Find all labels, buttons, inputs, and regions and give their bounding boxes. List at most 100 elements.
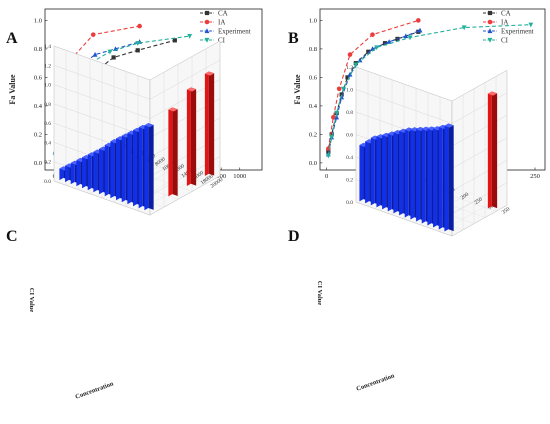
bar-blue-top-face [144,123,154,128]
bar-blue-front-face [127,130,132,205]
z-axis-label: CI Value [316,281,323,305]
z-tick-label: 1.2 [346,65,353,71]
data-point-experiment [347,71,353,77]
x-axis-label: Concentration [74,380,114,400]
z-gridline [53,40,221,81]
bar-blue-front-face [359,142,364,202]
bar-red-front-face [186,87,191,187]
z-tick-label: 0.4 [44,140,51,146]
bar-blue-front-face [87,152,92,191]
z-tick-label: 0.2 [44,160,51,166]
y-tick-label: 0.4 [309,103,318,110]
bar-blue-front-face [76,157,81,187]
bar-blue-front-face [393,130,398,214]
y-tick-label: 1.0 [34,18,42,25]
chart-c: 0.00.20.40.60.81.01.21.4CI Value02000400… [28,40,224,401]
data-point-ci [107,49,113,55]
bar-blue-front-face [404,127,409,218]
z-gridline [53,175,221,216]
y-tick-label: 0.4 [34,103,43,110]
data-point-ca [329,132,334,137]
bar-blue-front-face [93,149,98,193]
legend-label-experiment: Experiment [218,27,251,35]
legend-marker-ci [487,37,493,43]
data-point-ci [329,135,335,140]
bar-blue-front-face [376,134,381,208]
legend-marker-ci [204,37,210,43]
data-point-experiment [386,39,392,44]
data-point-ia [331,114,336,120]
data-point-ci [340,86,346,92]
bar-red [204,71,215,176]
data-point-ci [461,25,467,31]
bar-red [487,91,498,209]
bar-blue-front-face [70,160,75,185]
z-gridline [355,66,508,102]
z-tick-label: 0.6 [346,133,353,139]
z-tick-label: 1.0 [44,83,51,89]
z-tick-label: 0.0 [44,179,51,185]
data-point-ca [345,75,350,80]
bar-red-top-face [204,71,215,76]
x-tick-label: 900 [216,173,226,180]
bar-blue-front-face [365,139,370,204]
z-gridline [53,79,221,119]
z-axis-label: CI Value [28,288,35,312]
z-tick-label: 0.4 [346,155,353,161]
bar-blue-side-face [448,123,454,232]
bar-blue-front-face [370,135,375,206]
data-point-ci [374,45,380,51]
bar-red-side-face [491,91,498,209]
panel-letter-b: B [288,30,299,47]
y-tick-label: 0.0 [309,160,317,167]
legend-marker-ia [487,19,493,25]
bar-red-top-face [168,107,178,112]
data-point-ia [137,23,142,29]
bar-blue-front-face [144,123,149,211]
legend-marker-experiment [487,28,493,34]
data-point-ci [135,41,141,46]
x-tick-label: 250 [530,173,540,180]
data-point-experiment [417,27,423,33]
legend-marker-ca [204,10,210,16]
y-tick-label: 0.2 [34,132,42,139]
z-tick-label: 1.2 [44,63,51,69]
bar-blue-front-face [387,131,392,212]
y-tick-label: 0.8 [309,46,317,53]
data-point-experiment [334,114,340,120]
data-point-experiment [92,51,98,57]
data-point-ca [111,55,116,60]
bar-red-front-face [168,107,173,197]
data-point-ci [528,22,534,28]
data-point-experiment [403,33,409,39]
bar-blue-front-face [399,128,404,216]
bar-red-side-face [172,107,178,196]
legend-label-ca: CA [501,9,511,17]
bar-blue [144,123,154,211]
bar-blue-front-face [59,166,64,181]
x-tick-label: 1000 [233,173,246,180]
x-tick-label: 8000 [154,156,167,167]
legend-marker-experiment [204,28,210,34]
y-axis-label: Fa Value [8,74,17,104]
series-line-ia [327,19,419,149]
x-tick-label: 200 [460,192,470,202]
bar-blue-front-face [104,142,109,197]
bar-blue [444,123,454,232]
legend-label-ci: CI [501,36,509,44]
data-point-ca [172,38,177,43]
x-tick-label: 0 [325,173,328,180]
y-tick-label: 1.0 [309,18,317,25]
series-line-ci [327,24,531,156]
bar-blue-front-face [416,126,421,222]
legend-marker-ia [204,19,210,25]
y-tick-label: 0.6 [34,75,43,82]
data-point-ci [187,33,193,39]
bar-blue-front-face [421,126,426,224]
z-tick-label: 0.8 [44,102,51,108]
x-tick-label: 250 [474,196,484,206]
data-point-ca [366,49,371,54]
data-point-ia [347,52,353,57]
legend-label-ci: CI [218,36,226,44]
